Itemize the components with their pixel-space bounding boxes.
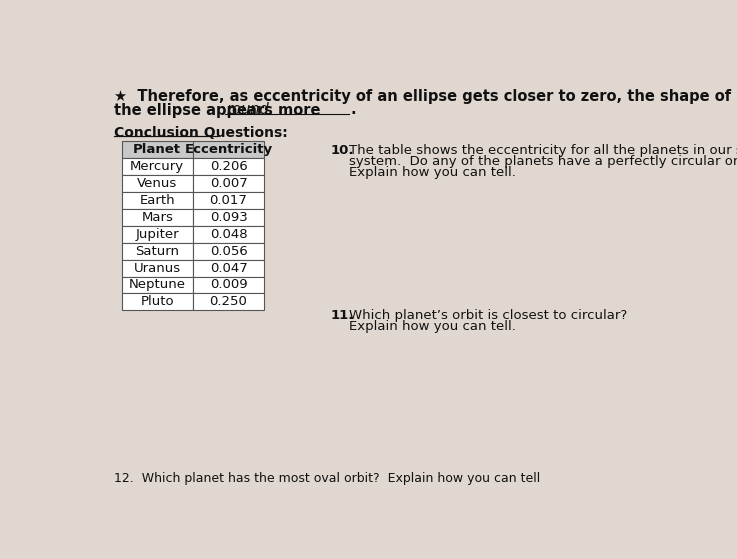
Text: Uranus: Uranus: [133, 262, 181, 274]
Bar: [193, 259, 264, 277]
Text: round: round: [227, 102, 270, 117]
Bar: [193, 192, 264, 209]
Bar: [193, 293, 264, 310]
Text: Saturn: Saturn: [135, 245, 179, 258]
Text: 12.  Which planet has the most oval orbit?  Explain how you can tell: 12. Which planet has the most oval orbit…: [113, 472, 540, 485]
Text: .: .: [351, 102, 357, 117]
Bar: [122, 277, 193, 293]
Bar: [122, 209, 193, 226]
Text: 0.206: 0.206: [209, 160, 248, 173]
Bar: [122, 243, 193, 259]
Text: Mars: Mars: [142, 211, 173, 224]
Bar: [122, 158, 193, 175]
Text: 0.047: 0.047: [209, 262, 248, 274]
Text: Explain how you can tell.: Explain how you can tell.: [349, 165, 517, 179]
Text: 0.009: 0.009: [210, 278, 248, 291]
Bar: [193, 175, 264, 192]
Bar: [122, 259, 193, 277]
Text: Venus: Venus: [137, 177, 178, 190]
Text: Planet: Planet: [133, 143, 181, 156]
Bar: [122, 175, 193, 192]
Bar: [193, 158, 264, 175]
Text: Pluto: Pluto: [141, 295, 174, 309]
Text: Mercury: Mercury: [130, 160, 184, 173]
Text: Which planet’s orbit is closest to circular?: Which planet’s orbit is closest to circu…: [349, 309, 628, 322]
Bar: [193, 243, 264, 259]
Text: 0.017: 0.017: [209, 194, 248, 207]
Text: the ellipse appears more: the ellipse appears more: [113, 102, 321, 117]
Text: Conclusion Questions:: Conclusion Questions:: [113, 126, 287, 140]
Text: 10.: 10.: [331, 144, 354, 157]
Text: The table shows the eccentricity for all the planets in our solar: The table shows the eccentricity for all…: [349, 144, 737, 157]
Bar: [193, 209, 264, 226]
Bar: [193, 277, 264, 293]
Bar: [122, 226, 193, 243]
Bar: [122, 141, 193, 158]
Text: ★  Therefore, as eccentricity of an ellipse gets closer to zero, the shape of: ★ Therefore, as eccentricity of an ellip…: [113, 89, 731, 103]
Text: 0.093: 0.093: [209, 211, 248, 224]
Bar: [122, 192, 193, 209]
Bar: [122, 293, 193, 310]
Text: 0.250: 0.250: [209, 295, 248, 309]
Text: 0.048: 0.048: [210, 228, 248, 241]
Text: system.  Do any of the planets have a perfectly circular orbit?: system. Do any of the planets have a per…: [349, 155, 737, 168]
Text: 0.007: 0.007: [209, 177, 248, 190]
Bar: [193, 141, 264, 158]
Text: Jupiter: Jupiter: [136, 228, 179, 241]
Text: 0.056: 0.056: [209, 245, 248, 258]
Text: Neptune: Neptune: [129, 278, 186, 291]
Text: Explain how you can tell.: Explain how you can tell.: [349, 320, 517, 333]
Text: 11.: 11.: [331, 309, 354, 322]
Text: Eccentricity: Eccentricity: [184, 143, 273, 156]
Bar: [193, 226, 264, 243]
Text: Earth: Earth: [139, 194, 175, 207]
